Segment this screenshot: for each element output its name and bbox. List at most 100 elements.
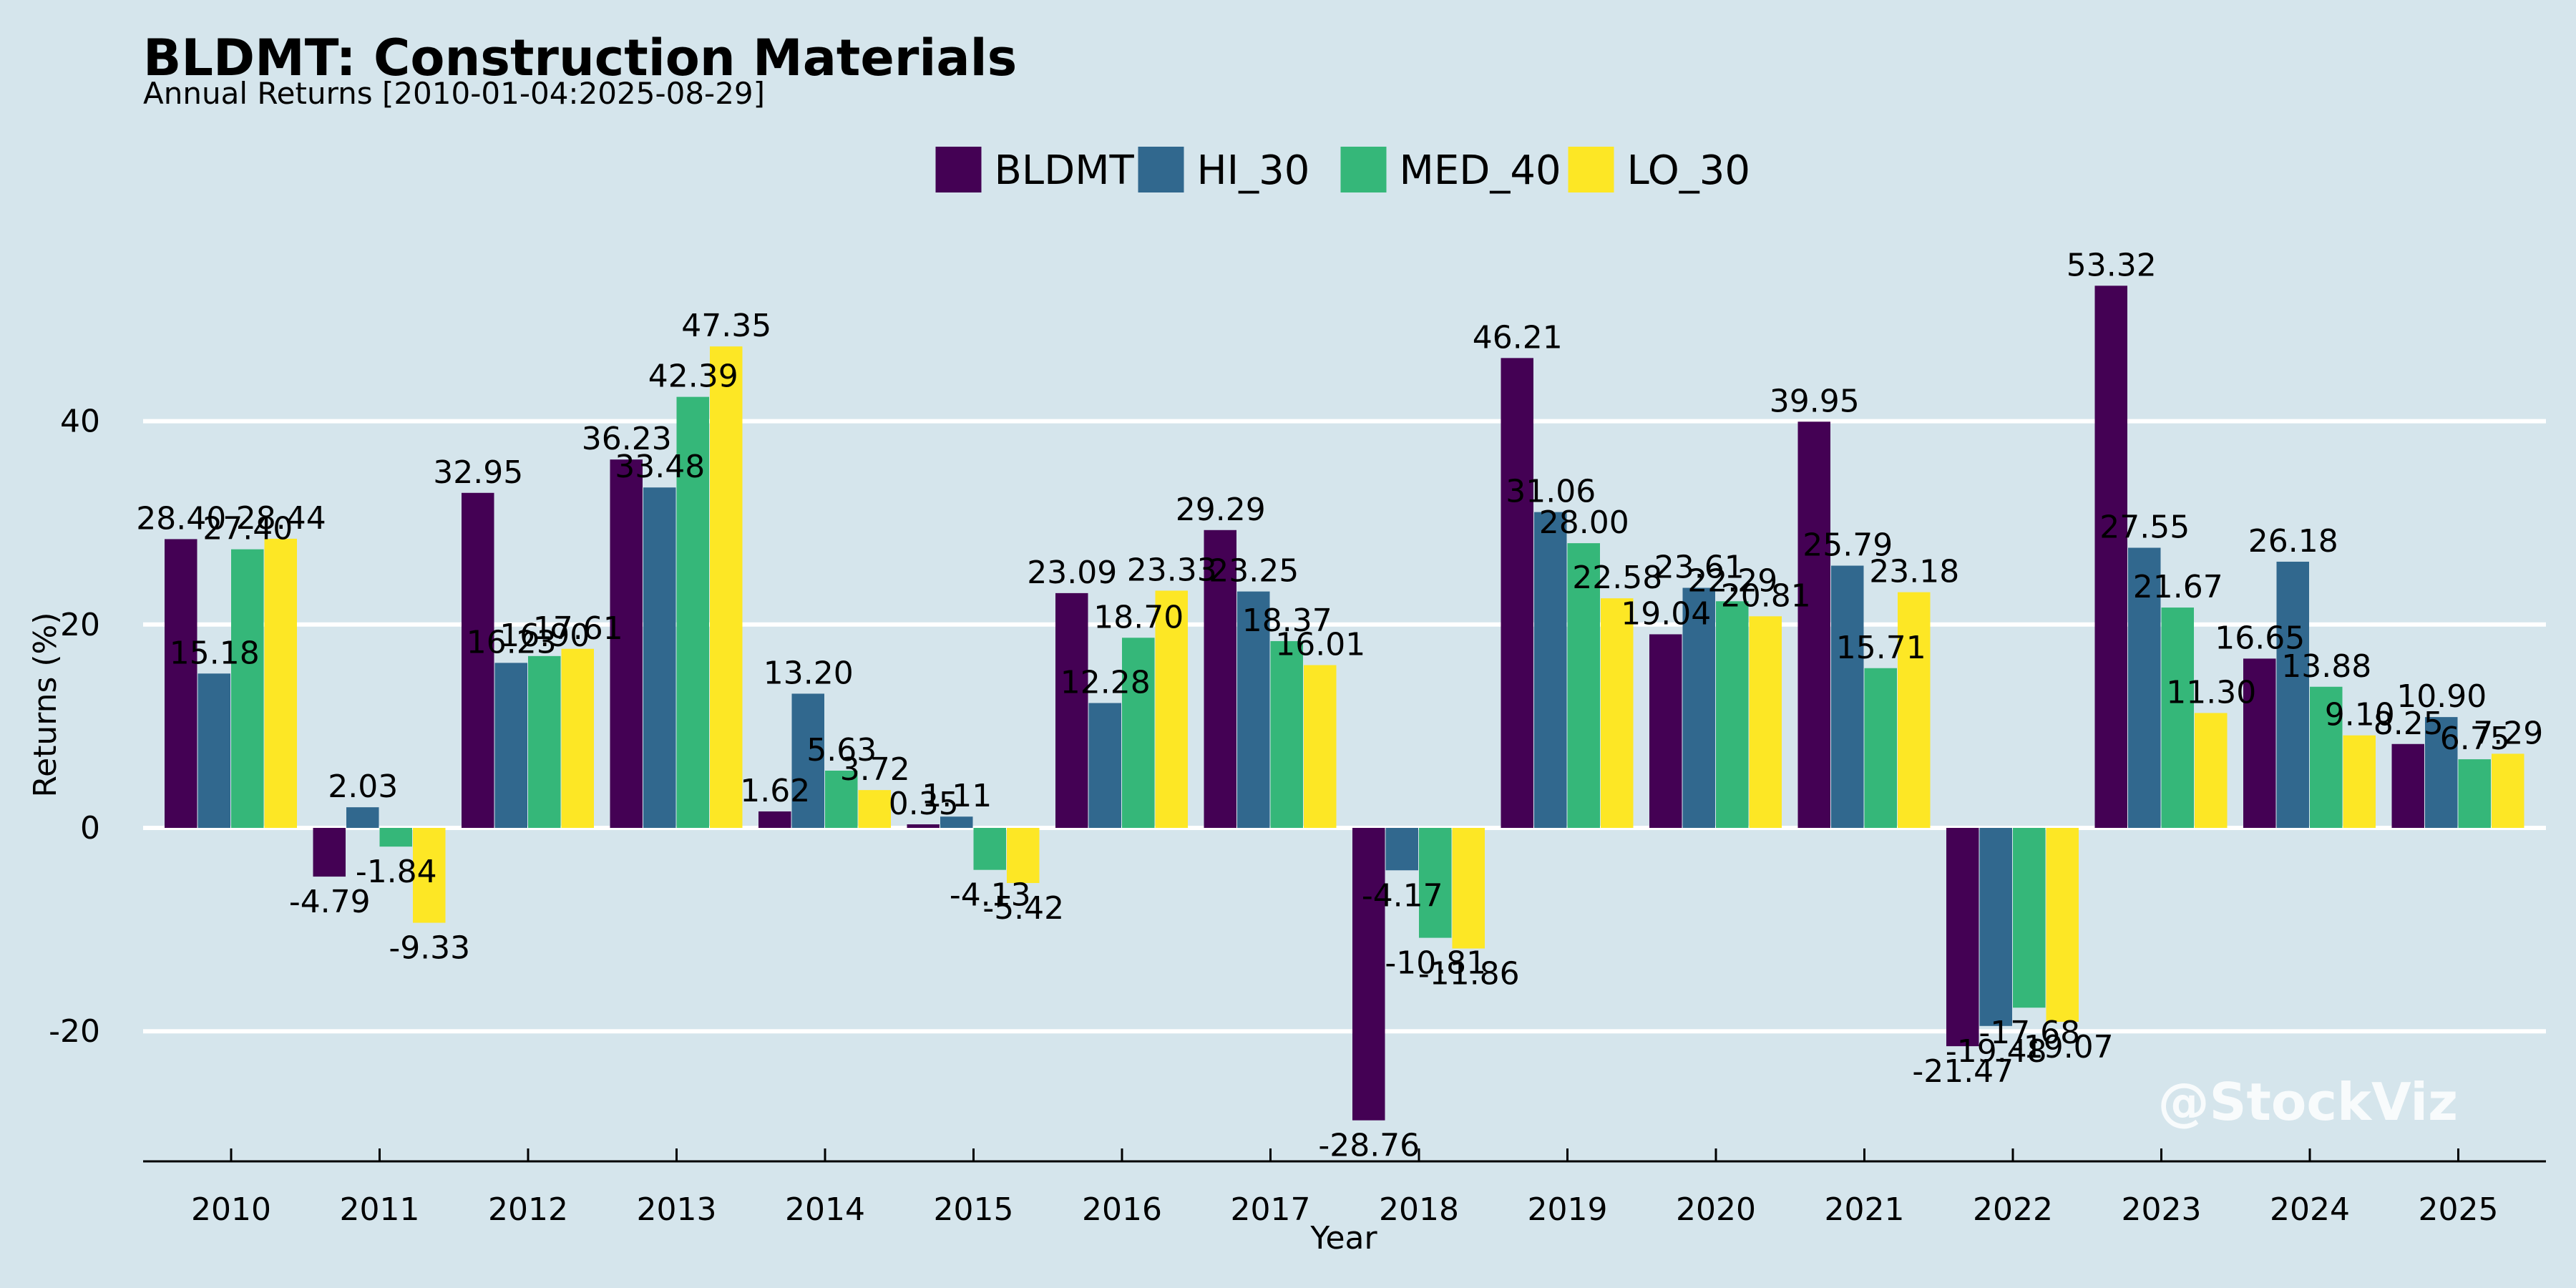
bars <box>165 286 2524 1121</box>
bar-BLDMT-2020 <box>1649 634 1682 828</box>
legend-label-LO_30: LO_30 <box>1627 147 1751 194</box>
bar-HI_30-2022 <box>1979 828 2012 1026</box>
bar-LO_30-2014 <box>858 790 891 828</box>
data-label-HI_30-2019: 31.06 <box>1506 474 1596 510</box>
bar-MED_40-2012 <box>528 655 561 828</box>
y-axis: -20 0 20 40 <box>49 404 100 1050</box>
legend-swatch-LO_30 <box>1568 147 1614 192</box>
bar-HI_30-2015 <box>940 816 973 828</box>
data-label-BLDMT-2018: -28.76 <box>1318 1128 1420 1164</box>
bar-LO_30-2023 <box>2195 713 2228 828</box>
data-label-LO_30-2014: 3.72 <box>840 751 910 788</box>
data-label-BLDMT-2017: 29.29 <box>1176 492 1266 528</box>
data-label-BLDMT-2020: 19.04 <box>1621 595 1711 632</box>
x-tick-label: 2023 <box>2122 1191 2202 1228</box>
x-tick-label: 2016 <box>1082 1191 1162 1228</box>
legend-swatch-HI_30 <box>1138 147 1184 192</box>
x-tick-label: 2014 <box>785 1191 865 1228</box>
bar-LO_30-2010 <box>264 538 297 828</box>
x-tick-label: 2010 <box>191 1191 271 1228</box>
data-label-BLDMT-2022: -21.47 <box>1912 1053 2014 1090</box>
bar-MED_40-2011 <box>379 828 412 847</box>
bar-BLDMT-2015 <box>907 824 940 828</box>
data-label-BLDMT-2012: 32.95 <box>433 454 523 491</box>
bar-MED_40-2022 <box>2013 828 2046 1008</box>
data-label-BLDMT-2021: 39.95 <box>1770 383 1860 419</box>
bar-BLDMT-2019 <box>1501 358 1533 828</box>
bar-HI_30-2012 <box>494 663 527 828</box>
bar-LO_30-2020 <box>1749 616 1782 828</box>
data-label-LO_30-2017: 16.01 <box>1275 626 1365 663</box>
bar-HI_30-2018 <box>1385 828 1418 871</box>
bar-BLDMT-2025 <box>2391 743 2424 828</box>
bar-HI_30-2011 <box>346 807 379 828</box>
bar-MED_40-2017 <box>1270 640 1303 828</box>
bar-LO_30-2017 <box>1304 665 1337 828</box>
x-axis-label: Year <box>1309 1220 1377 1257</box>
data-label-MED_40-2020: 22.29 <box>1687 562 1777 599</box>
bar-HI_30-2010 <box>197 673 230 828</box>
data-label-BLDMT-2016: 23.09 <box>1027 555 1117 591</box>
bar-BLDMT-2018 <box>1352 828 1385 1121</box>
bar-LO_30-2021 <box>1898 592 1931 828</box>
data-label-BLDMT-2014: 1.62 <box>740 773 810 809</box>
legend-label-BLDMT: BLDMT <box>995 147 1135 194</box>
x-tick-label: 2021 <box>1825 1191 1905 1228</box>
data-label-MED_40-2015: -4.13 <box>950 877 1031 914</box>
data-label-LO_30-2025: 7.29 <box>2473 715 2543 751</box>
bar-MED_40-2025 <box>2458 759 2491 828</box>
data-label-MED_40-2016: 18.70 <box>1093 599 1184 635</box>
data-label-MED_40-2022: -17.68 <box>1979 1015 2080 1051</box>
data-label-LO_30-2013: 47.35 <box>681 308 771 344</box>
x-tick-label: 2025 <box>2419 1191 2499 1228</box>
data-label-HI_30-2015: 1.11 <box>922 778 992 814</box>
bar-LO_30-2015 <box>1007 828 1040 884</box>
x-tick-label: 2017 <box>1231 1191 1311 1228</box>
bar-BLDMT-2013 <box>610 459 643 828</box>
data-label-BLDMT-2025: 8.25 <box>2373 706 2444 742</box>
data-label-BLDMT-2023: 53.32 <box>2067 247 2157 283</box>
data-label-HI_30-2014: 13.20 <box>763 655 854 691</box>
data-label-HI_30-2010: 15.18 <box>170 635 260 671</box>
bar-MED_40-2019 <box>1567 543 1600 828</box>
bar-HI_30-2019 <box>1534 512 1567 828</box>
y-tick-label: 20 <box>60 607 100 643</box>
data-label-MED_40-2019: 28.00 <box>1539 504 1629 541</box>
bar-LO_30-2013 <box>710 346 743 828</box>
data-label-HI_30-2020: 23.61 <box>1654 550 1745 586</box>
y-tick-label: 40 <box>60 404 100 440</box>
data-label-HI_30-2018: -4.17 <box>1362 877 1443 914</box>
bar-HI_30-2025 <box>2425 717 2458 828</box>
data-label-HI_30-2016: 12.28 <box>1060 665 1151 701</box>
legend-swatch-MED_40 <box>1340 147 1387 192</box>
x-tick-label: 2018 <box>1379 1191 1459 1228</box>
bar-HI_30-2017 <box>1237 591 1270 828</box>
legend-swatch-BLDMT <box>935 147 982 192</box>
data-label-MED_40-2014: 5.63 <box>806 732 877 769</box>
data-label-LO_30-2022: -19.07 <box>2012 1029 2114 1065</box>
data-label-MED_40-2024: 13.88 <box>2281 648 2371 685</box>
data-label-LO_30-2021: 23.18 <box>1869 554 1959 590</box>
x-tick-label: 2015 <box>934 1191 1014 1228</box>
data-label-MED_40-2011: -1.84 <box>356 854 437 890</box>
bar-BLDMT-2021 <box>1797 421 1830 828</box>
data-label-MED_40-2012: 16.90 <box>499 618 590 654</box>
data-label-HI_30-2017: 23.25 <box>1209 553 1299 590</box>
bar-BLDMT-2017 <box>1204 530 1236 828</box>
data-label-BLDMT-2011: -4.79 <box>289 884 371 920</box>
chart-title: BLDMT: Construction Materials <box>143 29 1017 87</box>
bar-HI_30-2016 <box>1088 703 1121 828</box>
bar-BLDMT-2016 <box>1055 592 1088 828</box>
chart-subtitle: Annual Returns [2010-01-04:2025-08-29] <box>143 76 765 111</box>
bar-LO_30-2016 <box>1155 590 1188 828</box>
legend: BLDMT HI_30 MED_40 LO_30 <box>935 147 1751 194</box>
bar-LO_30-2022 <box>2046 828 2079 1022</box>
data-label-BLDMT-2019: 46.21 <box>1473 319 1563 356</box>
data-label-MED_40-2025: 6.75 <box>2440 721 2510 757</box>
bar-BLDMT-2014 <box>758 811 791 828</box>
bar-BLDMT-2010 <box>165 539 197 828</box>
bar-BLDMT-2023 <box>2094 286 2127 828</box>
data-label-HI_30-2022: -19.48 <box>1946 1033 2047 1070</box>
bar-LO_30-2024 <box>2343 735 2376 828</box>
